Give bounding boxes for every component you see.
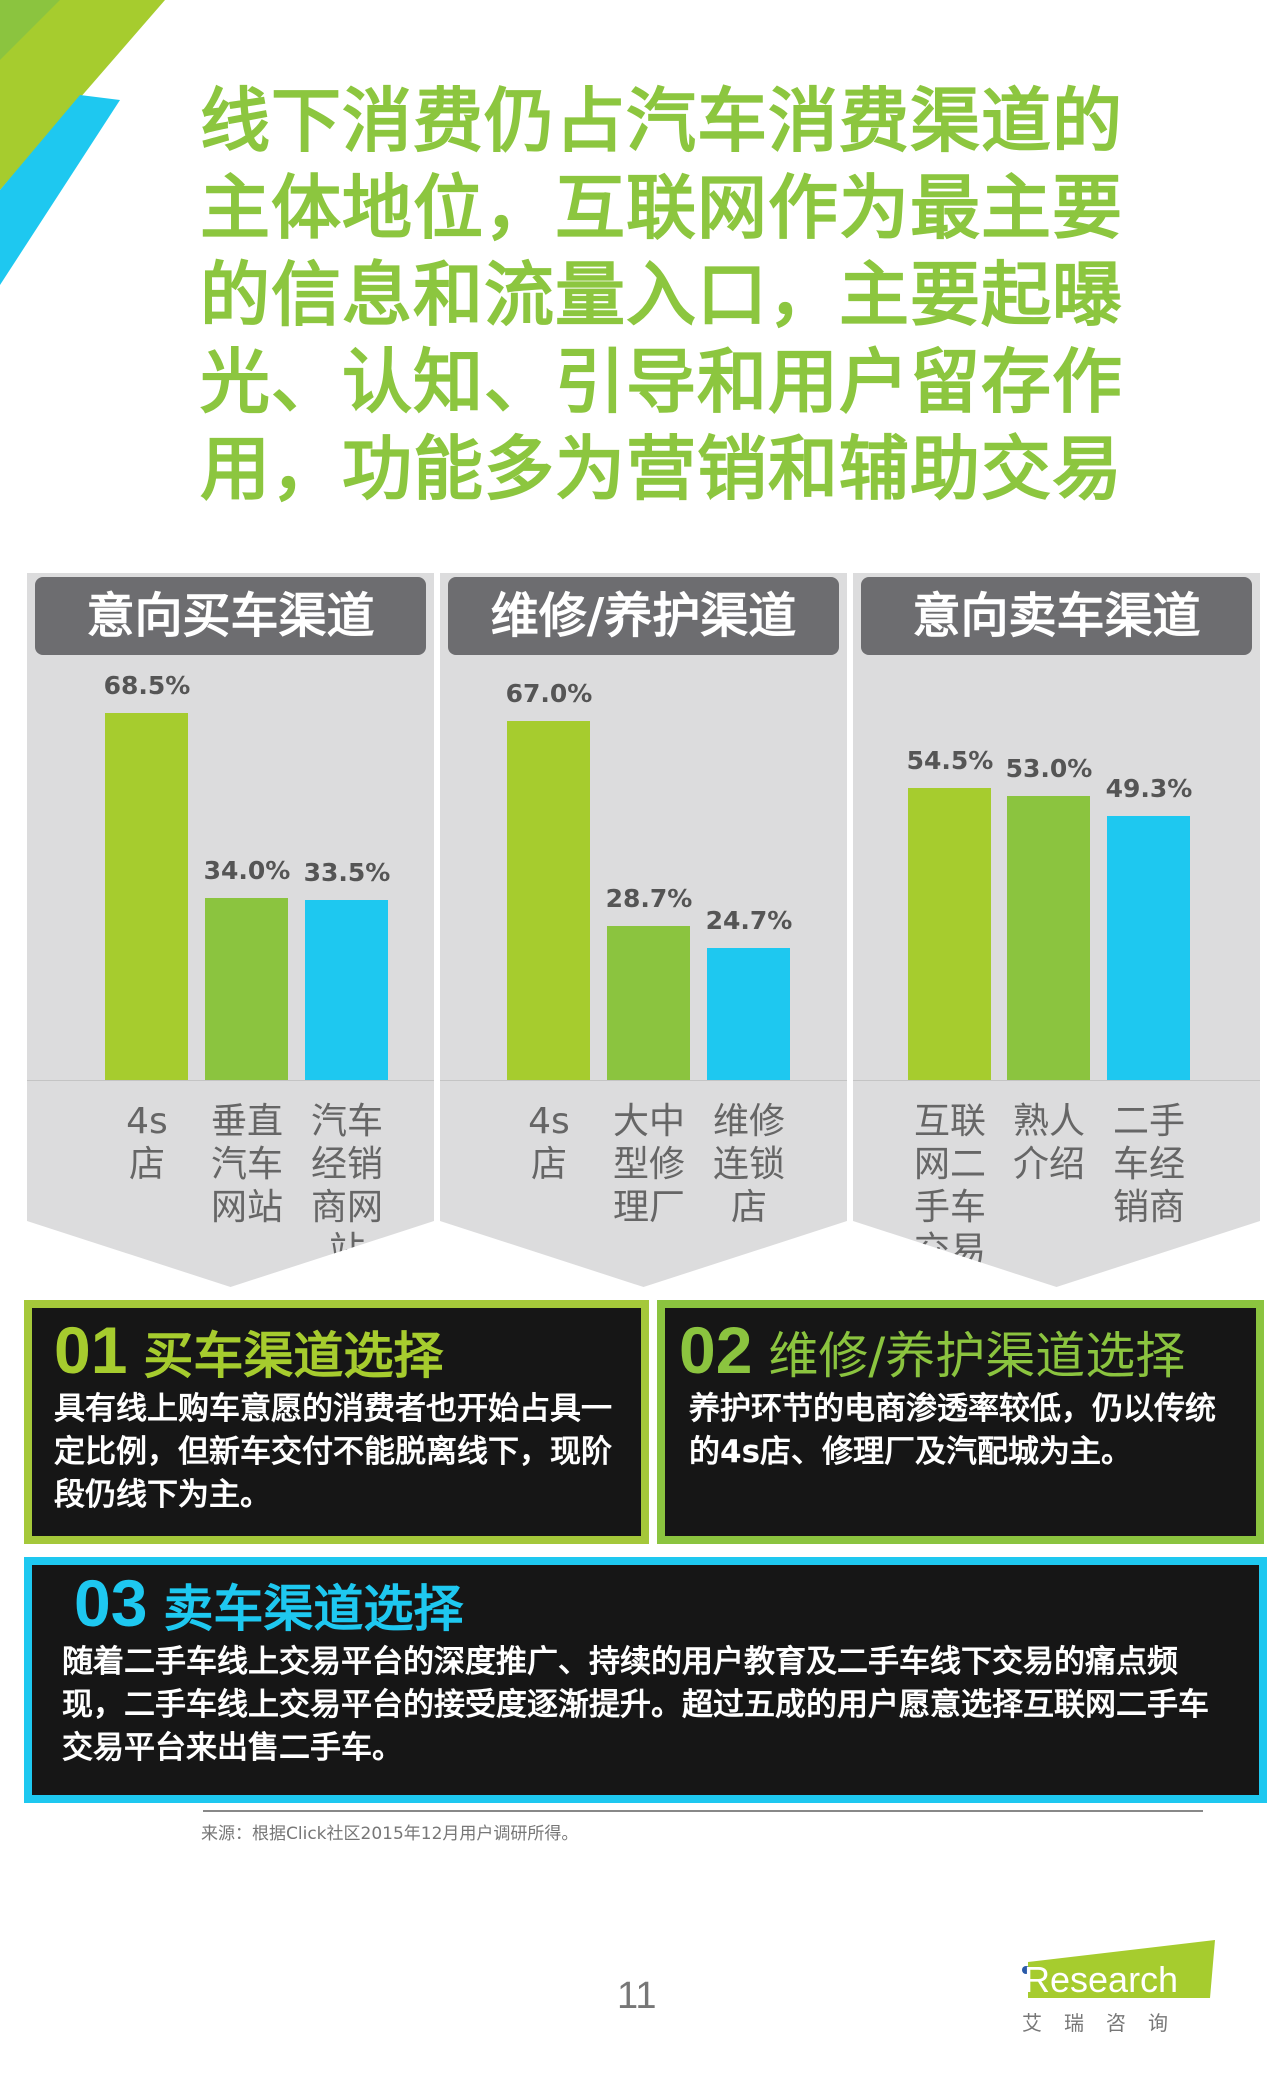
box-body: 随着二手车线上交易平台的深度推广、持续的用户教育及二手车线下交易的痛点频现，二手…	[62, 1644, 1209, 1766]
category-label: 熟人介绍	[1012, 1101, 1085, 1185]
insight-box-02: 02 维修/养护渠道选择 养护环节的电商渗透率较低，仍以传统的4s店、修理厂及汽配…	[657, 1300, 1264, 1544]
data-label: 54.5%	[906, 745, 994, 775]
box-number: 01	[54, 1313, 128, 1387]
source-note: 来源：根据Click社区2015年12月用户调研所得。	[201, 1824, 579, 1844]
bar	[507, 720, 590, 1080]
baseline	[440, 1080, 847, 1081]
bar	[707, 947, 790, 1080]
category-label: 4s店	[126, 1101, 168, 1185]
chart-panel-repair: 维修/养护渠道 67.0% 4s店 28.7% 大中型修理厂 24.7% 维修连锁店	[440, 573, 847, 1287]
bar	[305, 900, 388, 1080]
chart-panel-buy: 意向买车渠道 68.5% 4s店 34.0% 垂直汽车网站 33.5% 汽车经销商网站	[27, 573, 434, 1287]
bar	[205, 897, 288, 1080]
chart-title: 维修/养护渠道	[448, 577, 839, 655]
category-label: 大中型修理厂	[612, 1101, 685, 1228]
category-label: 互联网二手车交易平台	[913, 1101, 986, 1314]
bar	[908, 787, 991, 1080]
iresearch-logo: Research 艾瑞咨询	[1020, 1940, 1220, 2040]
corner-decoration	[0, 0, 165, 285]
insight-box-03: 03 卖车渠道选择 随着二手车线上交易平台的深度推广、持续的用户教育及二手车线下交…	[24, 1557, 1267, 1803]
baseline	[853, 1080, 1260, 1081]
category-label: 4s店	[528, 1101, 570, 1185]
box-heading: 维修/养护渠道选择	[768, 1327, 1186, 1385]
category-label: 二手车经销商	[1112, 1101, 1185, 1228]
data-label: 53.0%	[1005, 753, 1093, 783]
box-body: 具有线上购车意愿的消费者也开始占具一定比例，但新车交付不能脱离线下，现阶段仍线下…	[54, 1391, 612, 1513]
data-label: 34.0%	[203, 855, 291, 885]
box-number: 02	[679, 1313, 753, 1387]
data-label: 49.3%	[1105, 773, 1193, 803]
chart-title: 意向买车渠道	[35, 577, 426, 655]
box-number: 03	[74, 1566, 148, 1640]
title-line: 的信息和流量入口，主要起曝	[200, 254, 1123, 336]
data-label: 68.5%	[103, 670, 191, 700]
category-label: 汽车经销商网站	[310, 1101, 383, 1271]
title-line: 用，功能多为营销和辅助交易	[200, 428, 1123, 510]
insight-box-01: 01 买车渠道选择 具有线上购车意愿的消费者也开始占具一定比例，但新车交付不能脱离…	[24, 1300, 649, 1544]
data-label: 28.7%	[605, 884, 693, 914]
data-label: 24.7%	[705, 905, 793, 935]
chart-title: 意向卖车渠道	[861, 577, 1252, 655]
title-line: 光、认知、引导和用户留存作	[200, 341, 1123, 423]
bar	[1007, 795, 1090, 1080]
svg-text:Research: Research	[1024, 1959, 1178, 2000]
category-label: 维修连锁店	[712, 1101, 785, 1228]
page-number: 11	[617, 1975, 657, 2017]
chart-panel-sell: 意向卖车渠道 54.5% 互联网二手车交易平台 53.0% 熟人介绍 49.3% 二手车经销…	[853, 573, 1260, 1287]
box-heading: 买车渠道选择	[143, 1327, 444, 1385]
box-heading: 卖车渠道选择	[163, 1580, 464, 1638]
data-label: 33.5%	[303, 858, 391, 888]
data-label: 67.0%	[505, 678, 593, 708]
title-line: 主体地位，互联网作为最主要	[200, 167, 1123, 249]
baseline	[27, 1080, 434, 1081]
divider	[203, 1810, 1203, 1812]
page-title: 线下消费仍占汽车消费渠道的 主体地位，互联网作为最主要 的信息和流量入口，主要起…	[200, 78, 1160, 513]
category-label: 垂直汽车网站	[210, 1101, 283, 1228]
title-line: 线下消费仍占汽车消费渠道的	[200, 80, 1123, 162]
svg-text:艾瑞咨询: 艾瑞咨询	[1022, 2011, 1190, 2035]
box-body: 养护环节的电商渗透率较低，仍以传统的4s店、修理厂及汽配城为主。	[689, 1391, 1216, 1470]
bar	[1107, 815, 1190, 1080]
bar	[607, 926, 690, 1080]
bar	[105, 712, 188, 1080]
